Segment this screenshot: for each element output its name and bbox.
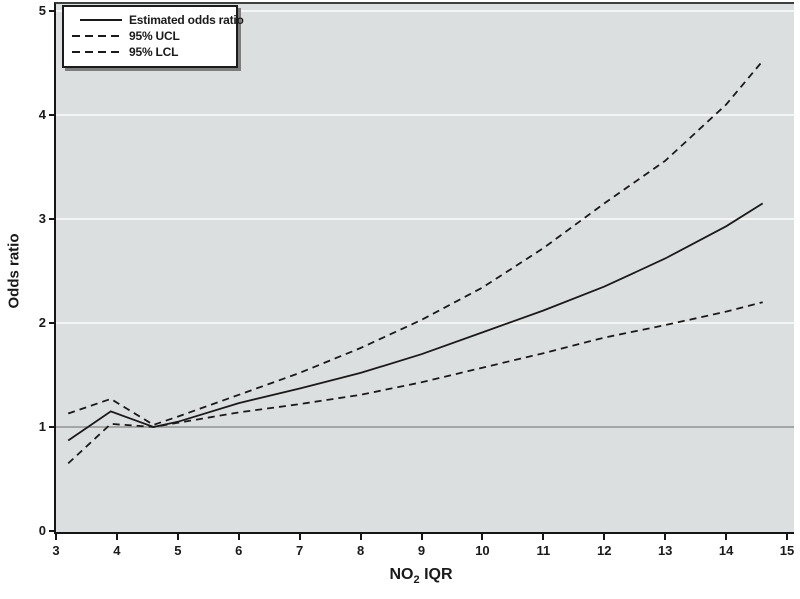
y-tick-label-1: 1	[38, 419, 46, 434]
x-tick-mark	[542, 534, 545, 540]
x-tick-mark	[298, 534, 301, 540]
x-tick-label-12: 12	[597, 543, 612, 558]
x-tick-label-11: 11	[536, 543, 551, 558]
x-tick-label-13: 13	[657, 543, 673, 558]
y-tick-label-5: 5	[38, 3, 46, 18]
y-tick-mark	[49, 114, 54, 116]
x-tick-label-4: 4	[113, 543, 121, 558]
lcl-line	[67, 301, 763, 465]
y-tick-label-0: 0	[38, 523, 46, 538]
x-tick-label-10: 10	[475, 543, 490, 558]
x-tick-label-15: 15	[779, 543, 795, 558]
x-tick-mark	[725, 534, 728, 540]
x-axis-title-suffix: IQR	[419, 566, 453, 583]
y-tick-label-2: 2	[38, 315, 46, 330]
estimated-odds-ratio-line	[67, 202, 764, 442]
y-axis-title: Odds ratio	[5, 233, 23, 309]
y-tick-label-3: 3	[38, 211, 46, 226]
x-tick-label-5: 5	[174, 543, 182, 558]
legend-item-ucl: 95% UCL	[72, 28, 228, 44]
x-axis-title-prefix: NO	[389, 566, 414, 583]
x-tick-mark	[115, 534, 118, 540]
dashed-line-swatch	[72, 51, 122, 53]
y-tick-mark	[49, 530, 54, 532]
x-tick-mark	[481, 534, 484, 540]
x-tick-label-6: 6	[235, 543, 243, 558]
legend-label: 95% LCL	[129, 45, 179, 59]
y-tick-mark	[49, 426, 54, 428]
ucl-line	[67, 60, 764, 426]
x-tick-mark	[176, 534, 179, 540]
legend-label: 95% UCL	[129, 29, 180, 43]
x-tick-label-8: 8	[356, 543, 365, 558]
dashed-line-swatch	[72, 35, 122, 37]
solid-line-swatch	[80, 19, 122, 21]
y-tick-mark	[49, 10, 54, 12]
x-tick-mark	[420, 534, 423, 540]
x-tick-mark	[786, 534, 789, 540]
x-tick-label-14: 14	[718, 543, 734, 558]
x-axis-title-subscript: 2	[413, 574, 420, 587]
y-tick-mark	[49, 218, 54, 220]
legend-item-estimated: Estimated odds ratio	[72, 12, 244, 28]
x-tick-mark	[664, 534, 667, 540]
x-tick-mark	[55, 534, 57, 540]
x-tick-mark	[359, 534, 362, 540]
plot-area	[54, 2, 794, 534]
legend-box: Estimated odds ratio 95% UCL 95% LCL	[62, 5, 244, 68]
x-tick-mark	[237, 534, 240, 540]
chart-plot	[56, 10, 794, 465]
x-tick-label-9: 9	[417, 543, 426, 558]
x-tick-mark	[603, 534, 606, 540]
y-tick-mark	[49, 322, 54, 324]
y-tick-label-4: 4	[38, 107, 46, 122]
legend-label: Estimated odds ratio	[129, 13, 244, 27]
x-tick-label-7: 7	[296, 543, 304, 558]
x-tick-label-3: 3	[52, 543, 60, 558]
x-axis-title: NO2 IQR	[389, 566, 452, 586]
legend-item-lcl: 95% LCL	[72, 44, 228, 60]
